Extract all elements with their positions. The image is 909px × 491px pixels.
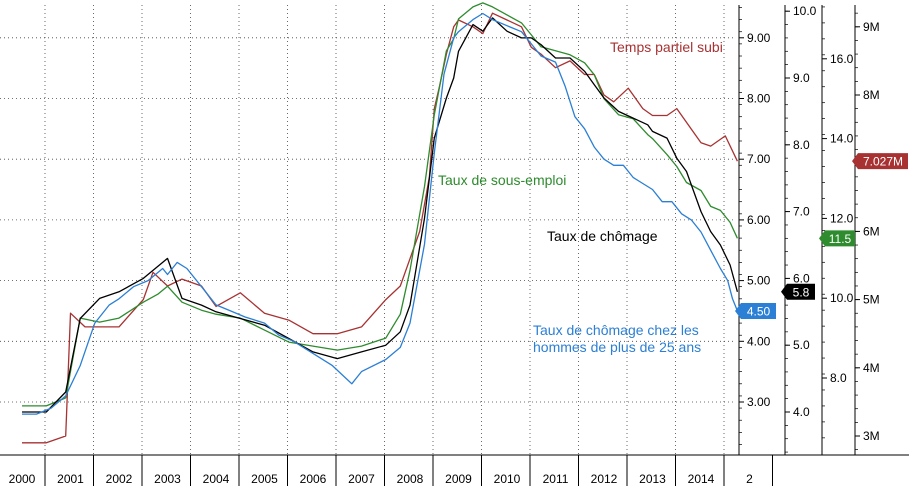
axis1-tick-label: 6.00 (747, 213, 771, 227)
axis3-tick-label: 12.0 (830, 211, 854, 225)
axis1-tick-label: 5.00 (747, 274, 771, 288)
x-tick-label: 2006 (300, 472, 327, 486)
axis1-tick-label: 8.00 (747, 92, 771, 106)
x-tick-label: 2 (746, 472, 753, 486)
axis2-tick-label: 4.0 (793, 405, 810, 419)
axis3-tick-label: 16.0 (830, 52, 854, 66)
annotation-label: hommes de plus de 25 ans (533, 339, 701, 355)
x-tick-label: 2003 (154, 472, 181, 486)
axis2-tick-label: 6.0 (793, 271, 810, 285)
axis4-tick-label: 4M (863, 361, 880, 375)
end-value-flag (819, 230, 855, 247)
x-tick-label: 2004 (203, 472, 230, 486)
axis1-tick-label: 9.00 (747, 31, 771, 45)
end-value-flag (852, 153, 908, 170)
axis1-tick-label: 4.00 (747, 334, 771, 348)
annotation-label: Taux de chômage chez les (533, 322, 699, 338)
axis4-tick-label: 5M (863, 293, 880, 307)
axis2-tick-label: 10.0 (793, 4, 817, 18)
x-tick-label: 2008 (397, 472, 424, 486)
axis1-tick-label: 7.00 (747, 152, 771, 166)
grid (0, 5, 735, 455)
axis4-tick-label: 6M (863, 224, 880, 238)
x-tick-label: 2010 (494, 472, 521, 486)
end-labels: 7.027M 11.5 5.8 4.50 (735, 153, 908, 319)
annotation-label: Temps partiel subi (610, 39, 723, 55)
x-tick-label: 2009 (445, 472, 472, 486)
end-value-label: 7.027M (863, 155, 903, 169)
x-tick-label: 2005 (251, 472, 278, 486)
series-line-3 (22, 12, 739, 415)
axis2-tick-label: 9.0 (793, 71, 810, 85)
x-tick-label: 2014 (688, 472, 715, 486)
axis3-tick-label: 14.0 (830, 132, 854, 146)
axis2-tick-label: 8.0 (793, 138, 810, 152)
axis1-tick-label: 3.00 (747, 395, 771, 409)
axis4-tick-label: 8M (863, 88, 880, 102)
axis4-tick-label: 9M (863, 20, 880, 34)
series-line-2 (22, 17, 739, 413)
end-value-label: 4.50 (747, 304, 771, 318)
x-axis: 2000 2001 2002 2003 2004 2005 2006 2007 2008 2009… (0, 454, 909, 486)
series-line-1 (22, 2, 738, 407)
end-value-label: 5.8 (793, 285, 810, 299)
x-tick-label: 2012 (591, 472, 618, 486)
axis3-tick-label: 8.0 (830, 371, 847, 385)
x-tick-label: 2013 (639, 472, 666, 486)
annotation-label: Taux de sous-emploi (438, 172, 566, 188)
end-value-label: 11.5 (829, 232, 852, 246)
axis3-tick-label: 10.0 (830, 291, 854, 305)
end-value-flag (781, 283, 815, 300)
x-tick-label: 2002 (106, 472, 133, 486)
x-tick-label: 2001 (57, 472, 84, 486)
axis2-tick-label: 7.0 (793, 205, 810, 219)
annotation-label: Taux de chômage (547, 228, 658, 244)
annotations: Temps partiel subi Taux de sous-emploi Tau… (438, 39, 723, 355)
x-tick-label: 2000 (9, 472, 36, 486)
x-tick-label: 2011 (543, 472, 569, 486)
axis2-tick-label: 5.0 (793, 338, 810, 352)
end-value-flag (735, 302, 776, 319)
axis4-tick-label: 3M (863, 429, 880, 443)
x-tick-label: 2007 (348, 472, 375, 486)
series-lines (22, 2, 739, 444)
right-axes: 3.00 4.00 5.00 6.00 7.00 8.00 9.00 4.0 5.0 6.0 7.0… (738, 4, 880, 455)
